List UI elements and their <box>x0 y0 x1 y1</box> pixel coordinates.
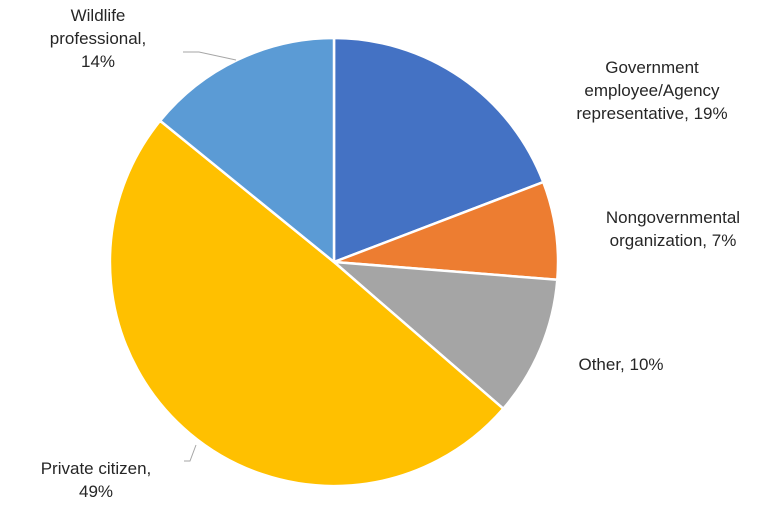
leader-lines <box>183 51 237 462</box>
leader-line <box>184 444 197 462</box>
slice-label: Wildlife professional, 14% <box>50 6 146 71</box>
pie-slice <box>330 260 559 411</box>
pie-slice <box>158 36 336 265</box>
slice-label: Government employee/Agency representative,… <box>576 58 727 123</box>
slice-label-line: Government <box>605 58 699 77</box>
slice-label: Private citizen, 49% <box>41 459 152 501</box>
slice-label-line: professional, <box>50 29 146 48</box>
slice-label-line: Nongovernmental <box>606 208 740 227</box>
pie-slice <box>332 36 545 264</box>
leader-line <box>183 51 237 61</box>
slice-label-line: 14% <box>81 52 115 71</box>
slice-label-line: Wildlife <box>71 6 126 25</box>
slice-label-line: organization, 7% <box>610 231 737 250</box>
slice-label-line: 49% <box>79 482 113 501</box>
slice-label-line: Other, 10% <box>578 355 663 374</box>
pie-slices <box>108 36 560 488</box>
slice-label-line: representative, 19% <box>576 104 727 123</box>
slice-label: Other, 10% <box>578 355 663 374</box>
slice-label-line: Private citizen, <box>41 459 152 478</box>
slice-label-line: employee/Agency <box>584 81 720 100</box>
slice-label: Nongovernmental organization, 7% <box>606 208 740 250</box>
slice-labels: Government employee/Agency representative,… <box>41 6 740 501</box>
pie-slice <box>108 119 506 488</box>
